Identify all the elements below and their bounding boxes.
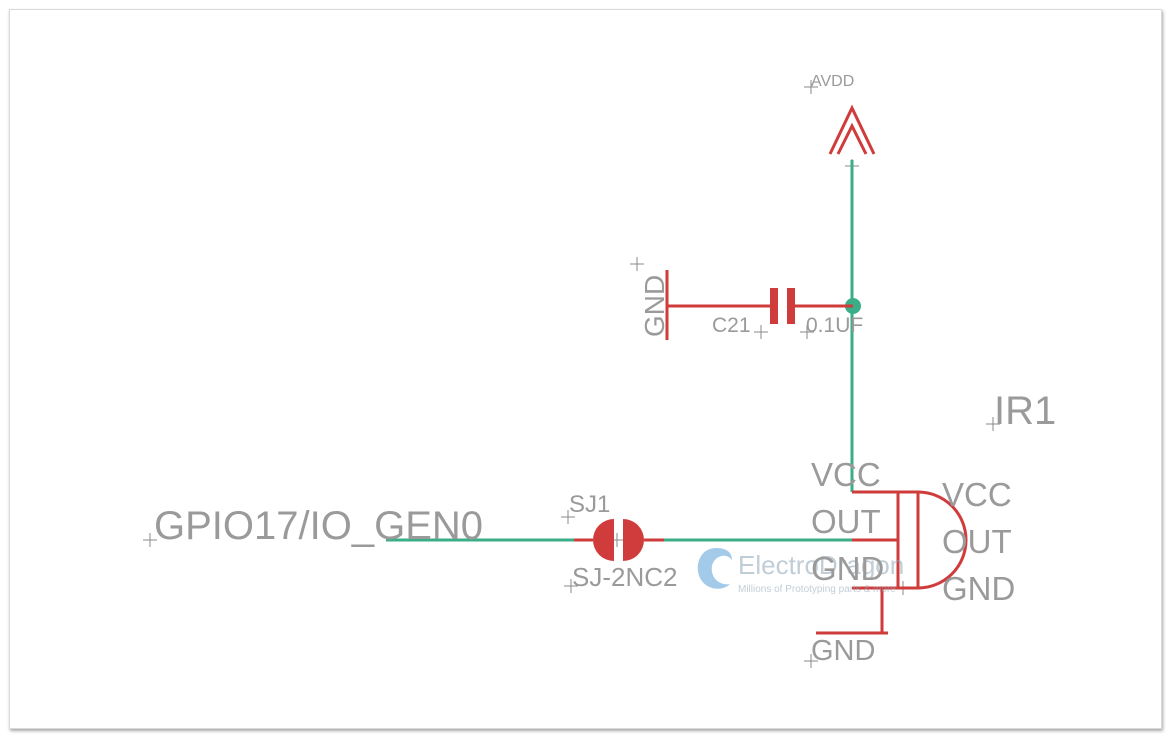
jumper-value: SJ-2NC2: [572, 562, 677, 592]
body-label-vcc: VCC: [942, 476, 1012, 513]
origin-markers: [143, 80, 1000, 668]
watermark-tagline: Millions of Prototyping parts & more: [738, 584, 896, 595]
solder-jumper-sj1: [574, 519, 664, 561]
receiver-name: IR1: [994, 389, 1056, 433]
pin-name-out: OUT: [811, 503, 881, 540]
jumper-name: SJ1: [569, 491, 610, 518]
gnd-label-left: GND: [639, 275, 670, 337]
body-label-gnd: GND: [942, 570, 1015, 607]
pin-name-gnd: GND: [811, 550, 884, 587]
gpio-net-label: GPIO17/IO_GEN0: [154, 504, 483, 548]
watermark-brand: ElectroDragon: [738, 550, 904, 580]
gnd-label-bottom: GND: [811, 635, 875, 667]
ir-receiver-ir1: [816, 490, 968, 635]
capacitor-c21: [665, 270, 853, 340]
body-label-out: OUT: [942, 523, 1012, 560]
pin-name-vcc: VCC: [811, 456, 881, 493]
schematic-sheet: [9, 9, 1162, 729]
capacitor-value: 0.1UF: [806, 314, 863, 337]
avdd-supply-symbol: [828, 104, 876, 155]
electrodragon-watermark: ElectroDragon Millions of Prototyping pa…: [697, 548, 904, 595]
dragon-logo-icon: [697, 548, 732, 589]
avdd-label: AVDD: [811, 73, 854, 90]
capacitor-name: C21: [712, 314, 751, 337]
